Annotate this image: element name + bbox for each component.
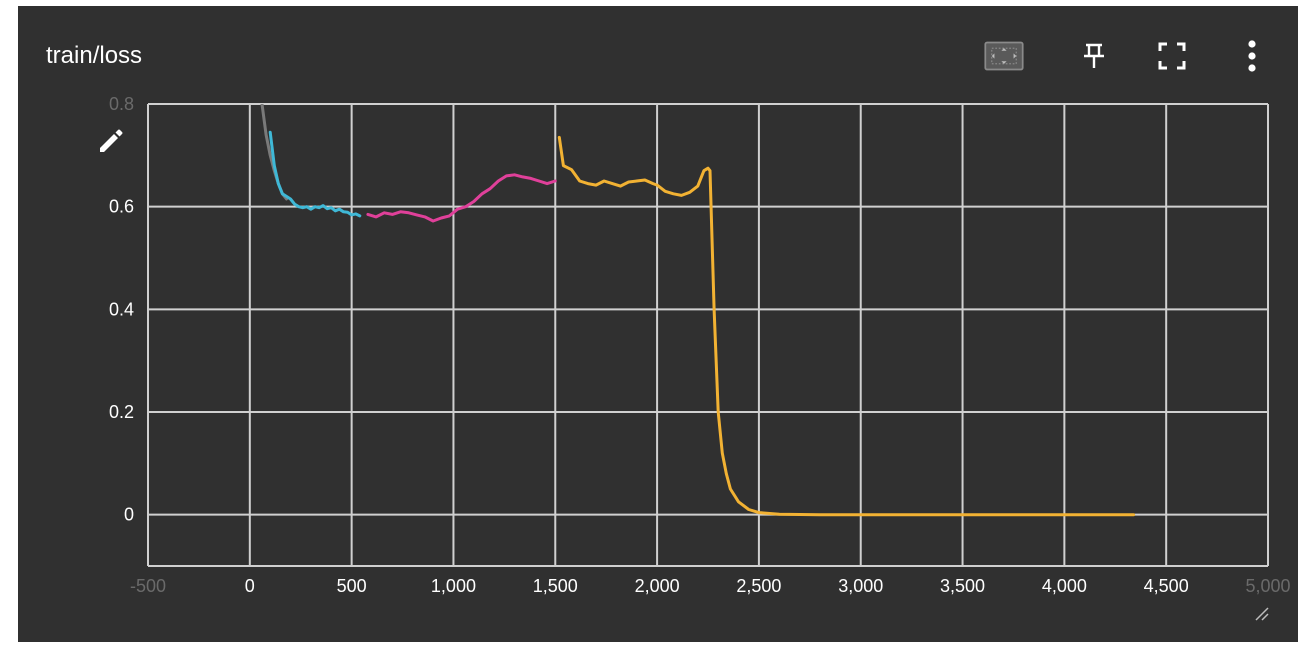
x-tick-label: 500 — [337, 576, 367, 596]
x-tick-label: 5,000 — [1245, 576, 1290, 596]
series-layer — [260, 104, 1136, 517]
x-tick-label: 4,500 — [1144, 576, 1189, 596]
x-tick-label: 1,000 — [431, 576, 476, 596]
x-tick-label: 3,000 — [838, 576, 883, 596]
y-tick-label: 0.4 — [109, 299, 134, 319]
x-tick-label: 0 — [245, 576, 255, 596]
x-tick-label: 4,000 — [1042, 576, 1087, 596]
chart-plot[interactable]: -500 0 500 1,000 1,500 2,000 2,500 3,000 3,500 4,… — [18, 6, 1298, 642]
more-options-button[interactable] — [1232, 36, 1272, 76]
resize-handle-icon[interactable] — [1255, 607, 1269, 621]
grid — [147, 103, 1269, 567]
series-line — [366, 173, 557, 223]
series-line — [268, 130, 362, 218]
y-tick-label: 0.2 — [109, 402, 134, 422]
y-tick-label: 0.8 — [109, 94, 134, 114]
series-line — [260, 104, 288, 201]
y-tick-label: 0 — [124, 505, 134, 525]
y-tick-label: 0.6 — [109, 197, 134, 217]
series-line — [557, 135, 1136, 517]
x-tick-label: -500 — [130, 576, 166, 596]
x-tick-label: 1,500 — [533, 576, 578, 596]
fit-domain-button[interactable] — [984, 36, 1024, 76]
fullscreen-icon — [1158, 42, 1186, 70]
tick-labels: -500 0 500 1,000 1,500 2,000 2,500 3,000 3,500 4,… — [109, 94, 1291, 596]
x-tick-label: 3,500 — [940, 576, 985, 596]
more-vert-icon — [1248, 40, 1256, 72]
x-tick-label: 2,000 — [635, 576, 680, 596]
x-tick-label: 2,500 — [736, 576, 781, 596]
fit-domain-icon — [984, 41, 1024, 71]
fullscreen-button[interactable] — [1152, 36, 1192, 76]
pin-icon — [1084, 43, 1104, 68]
edit-icon[interactable] — [100, 129, 123, 153]
chart-card: train/loss -500 0 500 1,000 1,500 2,000 2,500 3… — [18, 6, 1298, 642]
chart-title: train/loss — [46, 42, 143, 69]
pin-button[interactable] — [1074, 36, 1114, 76]
